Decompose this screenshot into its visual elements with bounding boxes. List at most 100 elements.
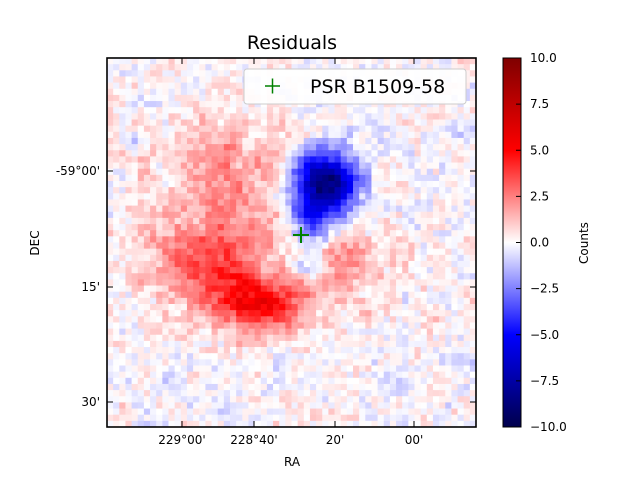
heatmap-cell <box>297 420 305 428</box>
heatmap-cell <box>242 144 249 151</box>
heatmap-cell <box>254 297 262 305</box>
heatmap-cell <box>396 113 403 120</box>
heatmap-cell <box>445 230 452 237</box>
heatmap-cell <box>125 199 132 206</box>
heatmap-cell <box>322 377 329 385</box>
heatmap-cell <box>303 174 311 182</box>
heatmap-cell <box>150 334 157 342</box>
heatmap-cell <box>217 254 225 262</box>
heatmap-cell <box>432 254 440 262</box>
heatmap-cell <box>125 304 132 311</box>
heatmap-cell <box>254 353 262 360</box>
heatmap-cell <box>371 217 378 225</box>
heatmap-cell <box>439 297 446 305</box>
heatmap-cell <box>334 64 342 71</box>
heatmap-cell <box>230 224 237 231</box>
heatmap-cell <box>414 340 422 348</box>
heatmap-cell <box>143 224 151 231</box>
heatmap-cell <box>156 70 163 77</box>
heatmap-cell <box>242 211 249 219</box>
heatmap-cell <box>223 193 231 200</box>
heatmap-cell <box>162 365 169 373</box>
heatmap-cell <box>309 64 317 71</box>
heatmap-cell <box>359 420 366 428</box>
heatmap-cell <box>168 150 176 157</box>
heatmap-cell <box>156 88 163 96</box>
heatmap-cell <box>439 187 446 194</box>
heatmap-cell <box>353 150 360 157</box>
heatmap-cell <box>236 113 243 120</box>
heatmap-cell <box>389 390 397 397</box>
heatmap-cell <box>309 113 317 120</box>
heatmap-cell <box>273 359 280 366</box>
heatmap-cell <box>266 199 274 206</box>
heatmap-cell <box>137 181 145 188</box>
heatmap-cell <box>365 304 372 311</box>
heatmap-cell <box>199 371 206 379</box>
heatmap-cell <box>180 174 188 182</box>
heatmap-cell <box>451 58 458 65</box>
heatmap-cell <box>377 347 385 354</box>
heatmap-cell <box>451 125 458 133</box>
heatmap-cell <box>316 174 323 182</box>
heatmap-cell <box>389 144 397 151</box>
heatmap-cell <box>463 408 471 416</box>
heatmap-cell <box>285 107 292 114</box>
heatmap-cell <box>211 64 219 71</box>
heatmap-cell <box>168 76 176 83</box>
heatmap-cell <box>156 187 163 194</box>
heatmap-cell <box>359 242 366 250</box>
heatmap-cell <box>279 131 286 139</box>
heatmap-cell <box>193 383 200 391</box>
heatmap-cell <box>273 187 280 194</box>
heatmap-cell <box>365 273 372 280</box>
heatmap-cell <box>193 107 200 114</box>
heatmap-cell <box>445 347 452 354</box>
heatmap-cell <box>205 273 212 280</box>
heatmap-cell <box>273 181 280 188</box>
heatmap-cell <box>254 285 262 293</box>
heatmap-cell <box>199 304 206 311</box>
heatmap-cell <box>346 377 354 385</box>
heatmap-cell <box>205 297 212 305</box>
heatmap-cell <box>137 260 145 268</box>
heatmap-cell <box>303 347 311 354</box>
heatmap-cell <box>279 365 286 373</box>
heatmap-cell <box>125 377 132 385</box>
heatmap-cell <box>217 377 225 385</box>
heatmap-cell <box>297 58 305 65</box>
heatmap-cell <box>285 137 292 145</box>
heatmap-cell <box>340 310 348 317</box>
heatmap-cell <box>353 260 360 268</box>
heatmap-cell <box>236 137 243 145</box>
y-tick-label: 30' <box>81 395 100 409</box>
heatmap-cell <box>131 211 139 219</box>
colorbar-tick-label: 10.0 <box>530 51 557 65</box>
heatmap-cell <box>322 414 329 422</box>
heatmap-cell <box>230 279 237 286</box>
heatmap-cell <box>113 125 120 133</box>
heatmap-cell <box>131 199 139 206</box>
heatmap-cell <box>408 187 415 194</box>
heatmap-cell <box>359 304 366 311</box>
heatmap-cell <box>162 334 169 342</box>
heatmap-cell <box>248 291 255 299</box>
heatmap-cell <box>107 328 114 336</box>
heatmap-cell <box>426 205 434 213</box>
heatmap-cell <box>469 359 477 366</box>
heatmap-cell <box>371 156 378 163</box>
heatmap-cell <box>223 211 231 219</box>
heatmap-cell <box>309 119 317 127</box>
heatmap-cell <box>389 230 397 237</box>
heatmap-cell <box>303 199 311 206</box>
heatmap-cell <box>359 64 366 71</box>
heatmap-cell <box>143 377 151 385</box>
heatmap-cell <box>359 187 366 194</box>
heatmap-cell <box>205 420 212 428</box>
heatmap-cell <box>217 236 225 243</box>
heatmap-cell <box>346 119 354 127</box>
heatmap-cell <box>426 328 434 336</box>
heatmap-cell <box>457 64 465 71</box>
heatmap-cell <box>291 383 299 391</box>
heatmap-cell <box>162 402 169 409</box>
